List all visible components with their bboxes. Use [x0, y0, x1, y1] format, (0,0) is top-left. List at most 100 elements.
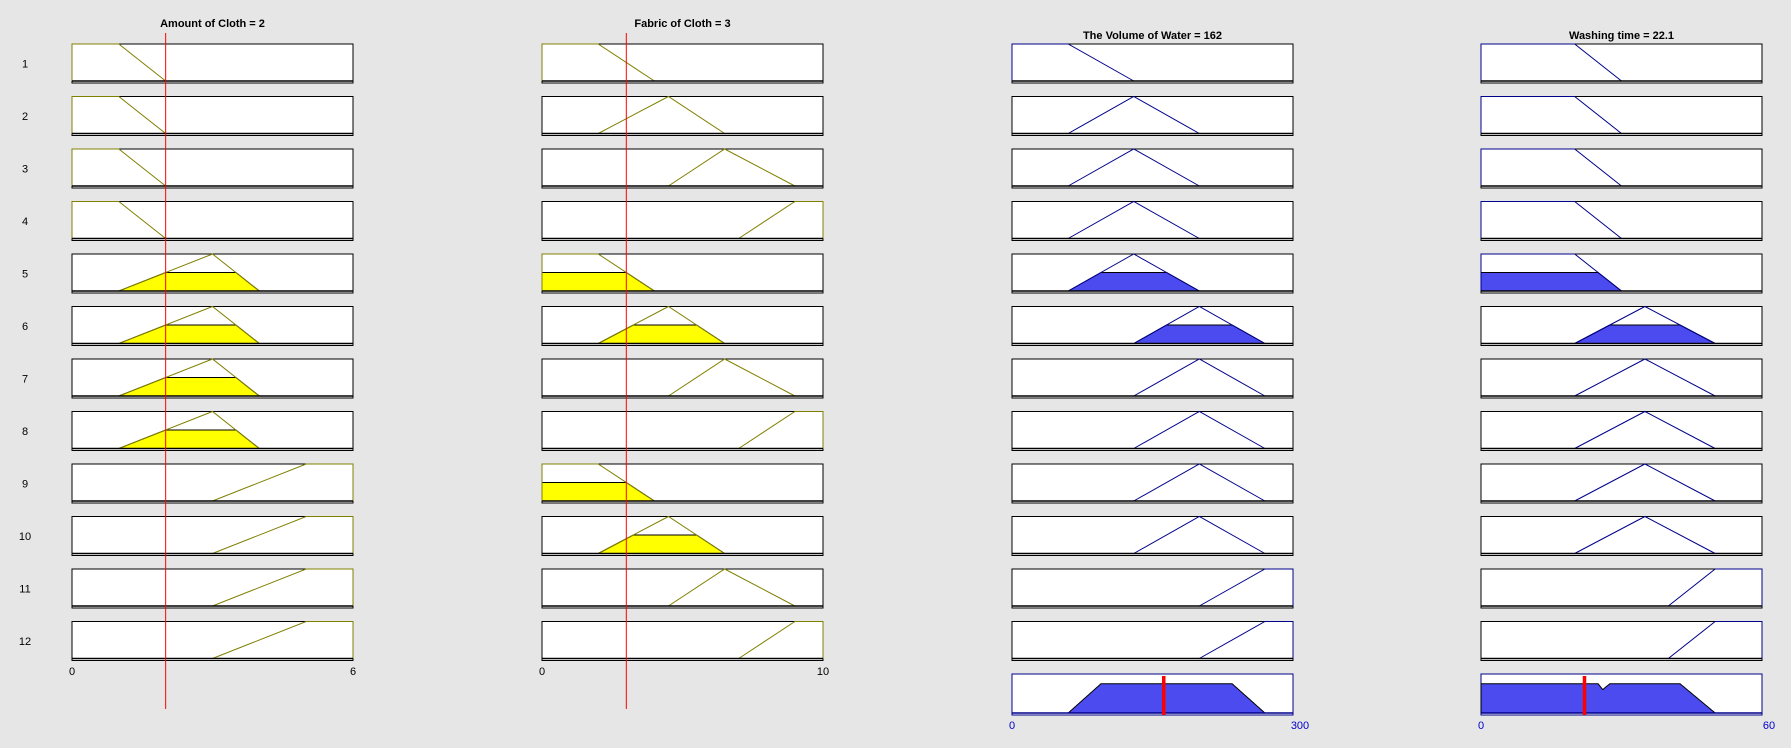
membership-function — [1133, 515, 1266, 554]
panel-frame — [1480, 621, 1763, 661]
membership-function — [1480, 96, 1622, 134]
rule-10-output-panel[interactable] — [1011, 515, 1294, 556]
rule-6-output-panel[interactable] — [1480, 305, 1763, 346]
membership-function — [1133, 358, 1266, 397]
rule-11-output-panel[interactable] — [1480, 568, 1763, 609]
panel-frame — [1480, 411, 1763, 451]
axis-min-label: 0 — [539, 666, 545, 678]
rule-12-input-panel[interactable] — [71, 621, 354, 661]
membership-function — [1199, 568, 1294, 607]
rule-number-9: 9 — [22, 479, 28, 491]
panel-frame — [541, 358, 824, 399]
rule-1-input-panel[interactable] — [71, 43, 354, 84]
membership-function — [668, 568, 796, 607]
panel-frame — [1011, 43, 1294, 84]
panel-frame — [1480, 43, 1763, 84]
membership-function — [71, 43, 166, 82]
rule-number-1: 1 — [22, 59, 28, 71]
rule-7-output-panel[interactable] — [1480, 358, 1763, 399]
rule-1-output-panel[interactable] — [1480, 43, 1763, 84]
panel-frame — [1480, 148, 1763, 189]
panel-frame — [71, 148, 354, 189]
rule-2-output-panel[interactable] — [1011, 95, 1294, 136]
membership-function — [118, 305, 260, 344]
rule-number-4: 4 — [22, 216, 28, 228]
aggregate-output-panel — [1480, 673, 1763, 716]
rule-11-output-panel[interactable] — [1011, 568, 1294, 609]
rule-6-input-panel[interactable] — [71, 305, 354, 346]
rule-6-output-panel[interactable] — [1011, 305, 1294, 346]
membership-function — [1011, 43, 1135, 82]
rule-7-input-panel[interactable] — [71, 358, 354, 399]
rule-4-output-panel[interactable] — [1011, 200, 1294, 241]
panel-frame — [1011, 358, 1294, 399]
rule-5-input-panel[interactable] — [71, 253, 354, 294]
panel-frame — [541, 201, 824, 241]
membership-function — [118, 358, 260, 397]
panel-frame — [1011, 463, 1294, 504]
rule-2-input-panel[interactable] — [541, 95, 824, 136]
rule-1-input-panel[interactable] — [541, 43, 824, 84]
rule-10-output-panel[interactable] — [1480, 515, 1763, 556]
membership-function — [597, 95, 725, 134]
panel-frame — [541, 43, 824, 84]
panel-frame — [541, 148, 824, 189]
membership-function — [1133, 463, 1266, 502]
axis-min-label: 0 — [1478, 720, 1484, 732]
rule-4-output-panel[interactable] — [1480, 201, 1763, 241]
panel-frame — [1480, 568, 1763, 609]
membership-function — [212, 621, 354, 659]
rule-8-input-panel[interactable] — [541, 411, 824, 451]
rule-9-input-panel[interactable] — [541, 463, 824, 504]
rule-11-input-panel[interactable] — [541, 568, 824, 609]
rule-2-output-panel[interactable] — [1480, 96, 1763, 136]
membership-function — [1574, 358, 1716, 397]
membership-function — [71, 201, 166, 239]
rule-4-input-panel[interactable] — [71, 201, 354, 241]
membership-function — [668, 148, 796, 187]
membership-function — [738, 621, 824, 659]
rule-5-input-panel[interactable] — [541, 253, 824, 294]
rule-2-input-panel[interactable] — [71, 96, 354, 136]
panel-frame — [71, 463, 354, 504]
rule-8-input-panel[interactable] — [71, 410, 354, 451]
rule-3-input-panel[interactable] — [71, 148, 354, 189]
rule-number-5: 5 — [22, 269, 28, 281]
rule-7-output-panel[interactable] — [1011, 358, 1294, 399]
rule-9-output-panel[interactable] — [1011, 463, 1294, 504]
rule-9-input-panel[interactable] — [71, 463, 354, 504]
rule-5-output-panel[interactable] — [1480, 253, 1763, 294]
panel-frame — [1011, 201, 1294, 241]
rule-3-input-panel[interactable] — [541, 148, 824, 189]
rule-number-7: 7 — [22, 374, 28, 386]
rule-3-output-panel[interactable] — [1011, 148, 1294, 189]
rule-6-input-panel[interactable] — [541, 305, 824, 346]
rule-12-input-panel[interactable] — [541, 621, 824, 661]
panel-frame — [541, 411, 824, 451]
rule-10-input-panel[interactable] — [541, 515, 824, 556]
membership-function — [1133, 305, 1266, 344]
membership-function — [1480, 253, 1622, 292]
rule-9-output-panel[interactable] — [1480, 463, 1763, 504]
membership-function — [71, 148, 166, 187]
rule-3-output-panel[interactable] — [1480, 148, 1763, 189]
panel-frame — [71, 43, 354, 84]
rule-1-output-panel[interactable] — [1011, 43, 1294, 84]
membership-function — [1480, 43, 1622, 82]
panel-frame — [71, 96, 354, 136]
rule-8-output-panel[interactable] — [1480, 410, 1763, 451]
rule-8-output-panel[interactable] — [1011, 410, 1294, 451]
panel-frame — [1011, 148, 1294, 189]
membership-function — [1574, 305, 1716, 344]
rule-4-input-panel[interactable] — [541, 201, 824, 241]
rule-5-output-panel[interactable] — [1011, 253, 1294, 294]
rule-12-output-panel[interactable] — [1480, 621, 1763, 661]
rule-7-input-panel[interactable] — [541, 358, 824, 399]
rule-11-input-panel[interactable] — [71, 568, 354, 609]
axis-max-label: 6 — [350, 666, 356, 678]
rule-10-input-panel[interactable] — [71, 516, 354, 556]
membership-function — [597, 305, 725, 344]
panel-frame — [1480, 201, 1763, 241]
rule-12-output-panel[interactable] — [1011, 621, 1294, 661]
